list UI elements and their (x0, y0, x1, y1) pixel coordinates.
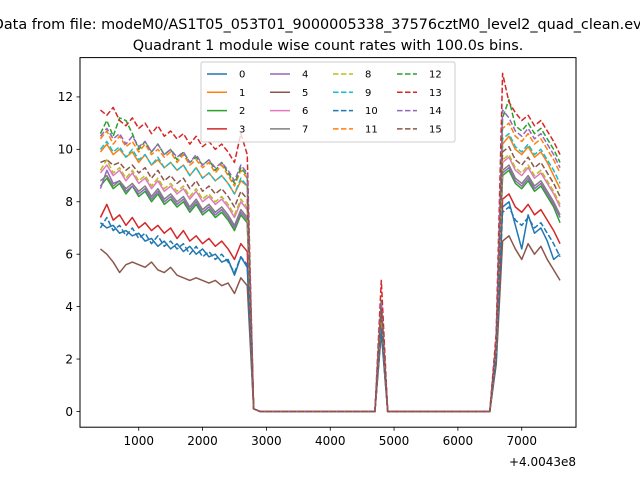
legend-label-10: 10 (365, 106, 378, 117)
y-tick-label: 6 (65, 247, 73, 261)
x-tick-label: 7000 (506, 434, 537, 448)
y-tick-label: 10 (58, 143, 73, 157)
y-tick-label: 8 (65, 195, 73, 209)
legend-label-1: 1 (239, 88, 245, 99)
plot-area (79, 57, 577, 428)
figure-suptitle: Data from file: modeM0/AS1T05_053T01_900… (0, 17, 640, 33)
x-tick-label: 6000 (443, 434, 474, 448)
series-line-14 (99, 109, 561, 413)
x-tick-label: 4000 (315, 434, 346, 448)
legend-label-11: 11 (365, 125, 378, 136)
x-tick-label: 2000 (187, 434, 218, 448)
y-tick-label: 0 (65, 405, 73, 419)
series-line-10 (99, 206, 561, 413)
x-tick-label: 5000 (379, 434, 410, 448)
y-axis: 0 2 4 6 8 10 12 (58, 90, 80, 419)
legend-label-2: 2 (239, 106, 245, 117)
legend-label-7: 7 (302, 125, 308, 136)
y-tick-label: 12 (58, 90, 73, 104)
legend-label-3: 3 (239, 125, 245, 136)
legend-label-9: 9 (365, 88, 371, 99)
legend-label-6: 6 (302, 106, 308, 117)
x-tick-label: 3000 (251, 434, 282, 448)
legend-frame (200, 61, 456, 143)
legend-label-12: 12 (429, 70, 442, 81)
axes-frame (79, 57, 577, 428)
y-tick-label: 4 (65, 300, 73, 314)
x-tick-label: 1000 (123, 434, 154, 448)
legend-label-14: 14 (429, 106, 442, 117)
series-layer (99, 72, 561, 413)
series-line-5 (99, 235, 561, 413)
legend-label-0: 0 (239, 70, 245, 81)
chart-title: Quadrant 1 module wise count rates with … (133, 38, 524, 54)
legend-label-4: 4 (302, 70, 308, 81)
legend-label-13: 13 (429, 88, 442, 99)
legend-label-5: 5 (302, 88, 308, 99)
series-line-13 (99, 72, 561, 413)
y-tick-label: 2 (65, 352, 73, 366)
series-line-15 (100, 145, 561, 413)
x-axis: 1000 2000 3000 4000 5000 6000 7000 (123, 427, 537, 448)
legend-label-15: 15 (429, 125, 442, 136)
series-line-9 (99, 132, 561, 413)
x-axis-offset-label: +4.0043e8 (509, 455, 576, 469)
legend-label-8: 8 (365, 70, 371, 81)
